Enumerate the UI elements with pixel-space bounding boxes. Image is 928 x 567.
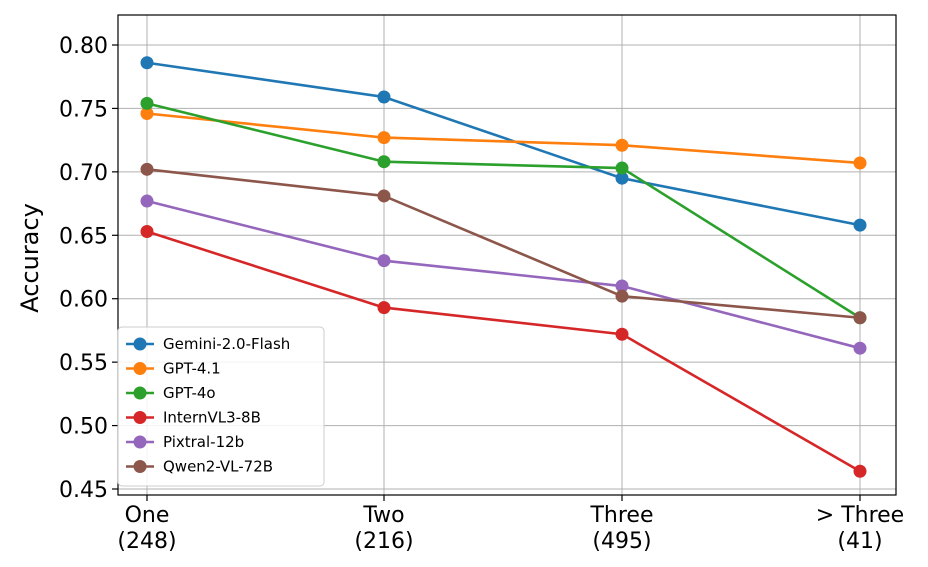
x-tick-label: (41) — [837, 529, 882, 554]
y-axis-label: Accuracy — [16, 203, 44, 313]
legend-label: Pixtral-12b — [163, 433, 244, 451]
legend-label: Gemini-2.0-Flash — [163, 335, 290, 353]
x-tick-label: (216) — [354, 529, 413, 554]
data-point — [853, 464, 867, 478]
data-point — [377, 131, 391, 145]
legend-marker — [133, 411, 147, 424]
data-point — [615, 171, 629, 185]
legend-item: Qwen2-VL-72B — [126, 458, 273, 476]
series-layer — [140, 56, 867, 478]
data-point — [853, 341, 867, 355]
legend-label: GPT-4o — [163, 384, 216, 402]
series-internvl3-8b — [140, 224, 867, 478]
x-tick-label: Two — [362, 503, 404, 528]
legend-item: GPT-4o — [126, 384, 216, 402]
x-tick-label: Three — [589, 503, 653, 528]
series-gpt-4-1 — [140, 107, 867, 170]
data-point — [140, 162, 154, 176]
series-pixtral-12b — [140, 194, 867, 355]
y-tick-label: 0.50 — [59, 415, 108, 440]
series-gpt-4o — [140, 96, 867, 325]
legend-marker — [133, 337, 147, 351]
plot-frame — [117, 14, 897, 496]
legend-marker — [133, 362, 147, 375]
series-line — [146, 61, 861, 227]
series-line — [146, 199, 861, 350]
series-qwen2-vl-72b — [140, 162, 867, 325]
y-tick-label: 0.45 — [59, 478, 108, 503]
legend-item: InternVL3-8B — [126, 409, 261, 427]
legend-label: GPT-4.1 — [163, 360, 221, 378]
legend-marker — [133, 460, 147, 473]
data-point — [853, 311, 867, 325]
data-point — [377, 155, 391, 169]
legend-label: Qwen2-VL-72B — [163, 458, 273, 476]
data-point — [377, 90, 391, 104]
legend-box — [117, 326, 325, 487]
y-tick-label: 0.70 — [59, 161, 108, 186]
data-point — [377, 254, 391, 268]
y-tick-label: 0.75 — [59, 97, 108, 122]
y-tick-label: 0.80 — [59, 34, 108, 59]
x-axis-ticks: One(248) Two(216) Three(495) > Three(41) — [117, 495, 904, 554]
x-tick-label: > Three — [816, 503, 904, 528]
data-point — [377, 301, 391, 315]
legend-item: Pixtral-12b — [126, 433, 244, 451]
x-tick-label: (248) — [117, 529, 176, 554]
data-point — [140, 56, 154, 70]
y-tick-label: 0.65 — [59, 224, 108, 249]
legend: Gemini-2.0-Flash GPT-4.1 GPT-4o InternVL3-8… — [117, 326, 325, 487]
series-gemini-2-0-flash — [140, 56, 867, 232]
x-tick-label: One — [125, 503, 170, 528]
series-line — [146, 168, 861, 320]
data-point — [615, 161, 629, 175]
series-line — [146, 230, 861, 473]
y-tick-label: 0.55 — [59, 351, 108, 376]
data-point — [615, 279, 629, 293]
y-axis-ticks: 0.45 0.50 0.55 0.60 0.65 0.70 0.75 0.80 — [59, 34, 118, 503]
legend-label: InternVL3-8B — [163, 409, 261, 427]
legend-marker — [133, 386, 147, 400]
legend-marker — [133, 435, 147, 449]
data-point — [140, 194, 154, 208]
data-point — [140, 224, 154, 238]
data-point — [140, 96, 154, 110]
data-point — [853, 156, 867, 170]
legend-item: Gemini-2.0-Flash — [126, 335, 290, 353]
data-point — [377, 189, 391, 203]
series-line — [146, 102, 861, 319]
series-line — [146, 112, 861, 165]
data-point — [615, 327, 629, 341]
y-tick-label: 0.60 — [59, 288, 108, 313]
data-point — [615, 289, 629, 303]
data-point — [853, 218, 867, 232]
x-tick-label: (495) — [592, 529, 651, 554]
data-point — [140, 107, 154, 121]
legend-item: GPT-4.1 — [126, 360, 221, 378]
data-point — [615, 138, 629, 152]
